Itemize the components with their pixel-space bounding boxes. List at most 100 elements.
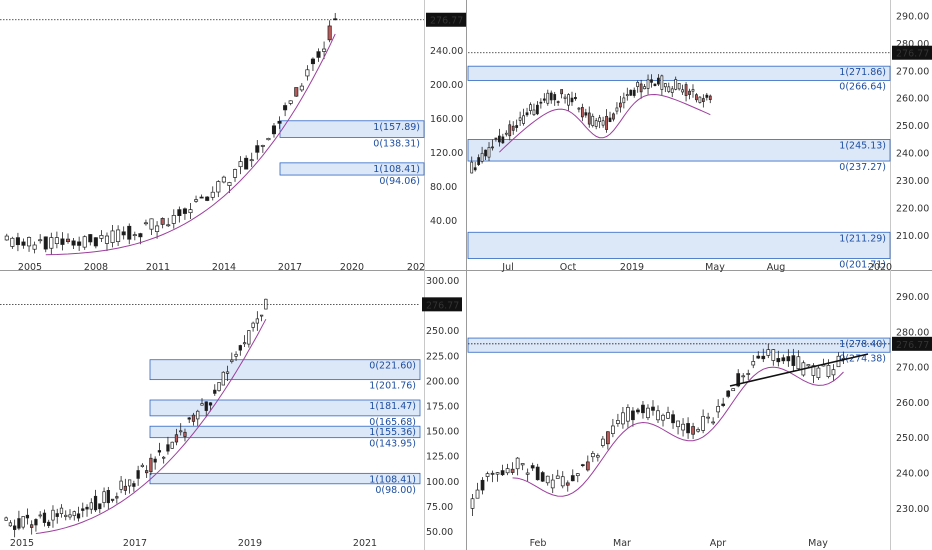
candle-body xyxy=(232,169,238,178)
candle-body xyxy=(796,356,801,370)
zone-label-bottom: 0(237.27) xyxy=(839,162,886,173)
candle-body xyxy=(670,88,674,93)
zone-band xyxy=(149,472,421,485)
zone-band xyxy=(279,120,425,138)
candle-body xyxy=(204,401,208,411)
x-tick-label: Jul xyxy=(501,262,513,273)
candle-body xyxy=(10,237,15,247)
candle-body xyxy=(38,514,42,517)
candle-body xyxy=(570,97,574,103)
candle-body xyxy=(299,85,304,91)
candle-body xyxy=(85,506,89,510)
candle-body xyxy=(726,390,731,397)
candle-body xyxy=(93,495,98,511)
zone-label-bottom: 0(201.71) xyxy=(839,260,886,271)
candle-body xyxy=(305,69,310,77)
zone-label-top: 1(278.40) xyxy=(839,339,886,350)
zone-band xyxy=(149,399,421,417)
candle-body xyxy=(741,375,746,378)
candle-body xyxy=(140,464,145,467)
y-tick-label: 250.00 xyxy=(896,433,929,444)
candle-body xyxy=(615,107,619,112)
candle-body xyxy=(536,104,539,115)
candle-body xyxy=(515,125,519,128)
candle-body xyxy=(216,181,221,193)
candle-body xyxy=(71,240,76,246)
candle-body xyxy=(651,406,655,411)
y-tick-label: 175.00 xyxy=(426,402,459,413)
y-tick-label: 250.00 xyxy=(896,121,929,132)
candle-body xyxy=(508,124,512,137)
candle-body xyxy=(553,94,557,101)
candle-body xyxy=(485,473,490,477)
candle-body xyxy=(595,455,600,458)
candle-body xyxy=(55,513,59,517)
candle-body xyxy=(525,112,529,116)
candle-body xyxy=(8,522,13,527)
candle-body xyxy=(618,102,622,108)
candle-body xyxy=(138,233,143,238)
candle-body xyxy=(646,79,650,89)
candle-body xyxy=(17,518,21,529)
candle-body xyxy=(791,355,796,366)
candle-body xyxy=(38,239,43,242)
candle-body xyxy=(72,511,76,516)
candle-body xyxy=(25,514,30,519)
zone-label-top: 1(181.47) xyxy=(369,401,416,412)
candle-body xyxy=(98,503,102,510)
candle-body xyxy=(591,115,595,126)
candle-body xyxy=(570,475,575,482)
candle-body xyxy=(4,517,8,521)
y-tick-label: 230.00 xyxy=(896,176,929,187)
candle-body xyxy=(667,86,671,92)
zone-label-bottom: 0(98.00) xyxy=(375,485,416,496)
candle-body xyxy=(477,157,481,165)
candle-body xyxy=(535,466,540,481)
candle-body xyxy=(277,120,282,124)
candle-body xyxy=(522,115,525,124)
candle-body xyxy=(480,152,484,162)
zone-label-bottom: 0(143.95) xyxy=(369,439,416,450)
zone-band xyxy=(467,231,891,259)
zone-band xyxy=(149,359,421,381)
candle-body xyxy=(210,191,215,198)
candle-body xyxy=(501,136,505,144)
candle-body xyxy=(575,473,580,477)
last-price-badge xyxy=(892,45,932,60)
last-price-badge-label: 276.77 xyxy=(896,340,929,351)
candle-body xyxy=(751,361,756,366)
candle-body xyxy=(54,237,59,244)
candle-body xyxy=(244,157,249,170)
candle-body xyxy=(701,416,705,431)
y-tick-label: 150.00 xyxy=(426,427,459,438)
candle-body xyxy=(681,89,685,93)
trendline xyxy=(729,353,869,387)
candle-body xyxy=(686,423,690,434)
y-tick-label: 270.00 xyxy=(896,363,929,374)
x-tick-label: 2021 xyxy=(353,538,377,549)
candle-body xyxy=(626,407,630,422)
candle-body xyxy=(676,420,680,428)
y-tick-label: 280.00 xyxy=(896,39,929,50)
candle-body xyxy=(721,403,726,406)
candle-body xyxy=(611,425,615,434)
x-tick-label: Aug xyxy=(767,262,786,273)
candle-body xyxy=(736,373,741,387)
candle-body xyxy=(88,234,93,243)
candle-body xyxy=(811,365,816,376)
candle-body xyxy=(221,176,226,183)
zone-label-bottom: 0(94.06) xyxy=(379,176,420,187)
candle-body xyxy=(580,107,584,118)
candle-body xyxy=(230,359,234,362)
moving-average-line xyxy=(35,318,267,534)
candle-body xyxy=(776,358,781,363)
y-tick-label: 125.00 xyxy=(426,452,459,463)
chart-panel-top-right: 1(271.86) 0(266.64) 1(245.13) 0(237.27) 1(21… xyxy=(467,11,932,273)
candle-body xyxy=(786,356,791,362)
moving-average-line xyxy=(499,93,711,153)
candle-body xyxy=(505,468,510,474)
candle-body xyxy=(106,490,110,504)
candle-body xyxy=(532,109,536,116)
candle-body xyxy=(708,95,712,100)
x-tick-label: 2011 xyxy=(146,262,170,273)
